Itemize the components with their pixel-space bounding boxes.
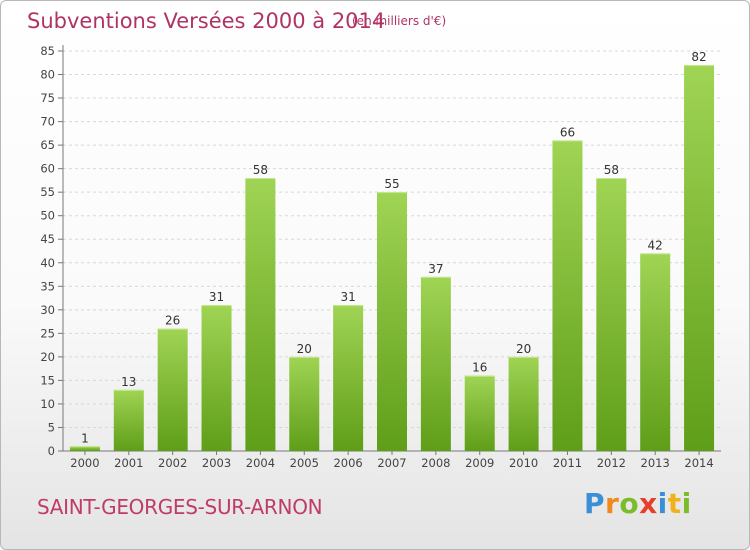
y-tick-label: 20 [40, 350, 55, 364]
bar-value-label: 82 [691, 50, 706, 64]
logo-letter: P [584, 487, 606, 520]
y-tick-label: 25 [40, 326, 55, 340]
bar [69, 446, 100, 451]
y-tick-label: 75 [40, 91, 55, 105]
y-tick-label: 85 [40, 44, 55, 58]
x-tick-label: 2002 [158, 456, 187, 470]
y-tick-label: 45 [40, 232, 55, 246]
bar [157, 328, 188, 451]
y-tick-label: 70 [40, 115, 55, 129]
y-tick-label: 30 [40, 303, 55, 317]
logo-letter: o [619, 487, 640, 520]
bar-value-label: 26 [165, 314, 180, 328]
bar [464, 375, 495, 451]
bar [377, 192, 407, 452]
bar [333, 305, 364, 451]
bar [596, 178, 627, 451]
y-tick-label: 80 [40, 68, 55, 82]
x-tick-label: 2003 [202, 456, 231, 470]
x-tick-label: 2000 [70, 456, 99, 470]
y-tick-label: 60 [40, 162, 55, 176]
bar-value-label: 55 [384, 177, 399, 191]
x-tick-label: 2007 [377, 456, 406, 470]
bar-value-label: 66 [560, 125, 575, 139]
proxiti-logo: Proxiti [584, 487, 692, 520]
bar [113, 389, 144, 451]
x-tick-label: 2001 [114, 456, 143, 470]
x-tick-label: 2013 [641, 456, 670, 470]
bar-value-label: 31 [209, 290, 224, 304]
bar [289, 356, 320, 451]
x-tick-label: 2005 [290, 456, 319, 470]
bar-value-label: 13 [121, 375, 136, 389]
y-tick-label: 0 [48, 444, 55, 458]
y-tick-label: 10 [40, 397, 55, 411]
x-tick-label: 2014 [684, 456, 713, 470]
chart-title: Subventions Versées 2000 à 2014 [27, 9, 386, 33]
logo-letter: i [657, 487, 668, 520]
y-tick-label: 55 [40, 185, 55, 199]
x-tick-label: 2012 [597, 456, 626, 470]
municipality-name: SAINT-GEORGES-SUR-ARNON [37, 495, 323, 519]
x-tick-label: 2004 [246, 456, 275, 470]
bar-value-label: 31 [340, 290, 355, 304]
x-tick-label: 2006 [333, 456, 362, 470]
y-tick-label: 35 [40, 279, 55, 293]
bar [245, 178, 276, 451]
bar-value-label: 20 [516, 342, 531, 356]
chart-subtitle: (en milliers d'€) [352, 14, 447, 28]
logo-letter: t [667, 487, 682, 520]
bar-value-label: 42 [648, 238, 663, 252]
bar-value-label: 20 [297, 342, 312, 356]
bar [640, 253, 671, 451]
bar [420, 276, 451, 451]
x-tick-label: 2010 [509, 456, 538, 470]
y-tick-label: 50 [40, 209, 55, 223]
y-tick-label: 5 [48, 420, 55, 434]
y-tick-label: 15 [40, 373, 55, 387]
bar [201, 305, 232, 451]
bar [552, 140, 583, 452]
y-tick-label: 40 [40, 256, 55, 270]
bar [508, 356, 539, 451]
bar-value-label: 16 [472, 361, 487, 375]
bar-value-label: 1 [81, 431, 89, 445]
logo-letter: x [639, 487, 658, 520]
bar [684, 65, 715, 451]
bar-value-label: 37 [428, 262, 443, 276]
x-tick-label: 2008 [421, 456, 450, 470]
logo-letter: i [681, 487, 692, 520]
bar-value-label: 58 [604, 163, 619, 177]
x-tick-label: 2011 [553, 456, 582, 470]
bar-value-label: 58 [253, 163, 268, 177]
y-tick-label: 65 [40, 138, 55, 152]
x-tick-label: 2009 [465, 456, 494, 470]
logo-letter: r [605, 487, 620, 520]
